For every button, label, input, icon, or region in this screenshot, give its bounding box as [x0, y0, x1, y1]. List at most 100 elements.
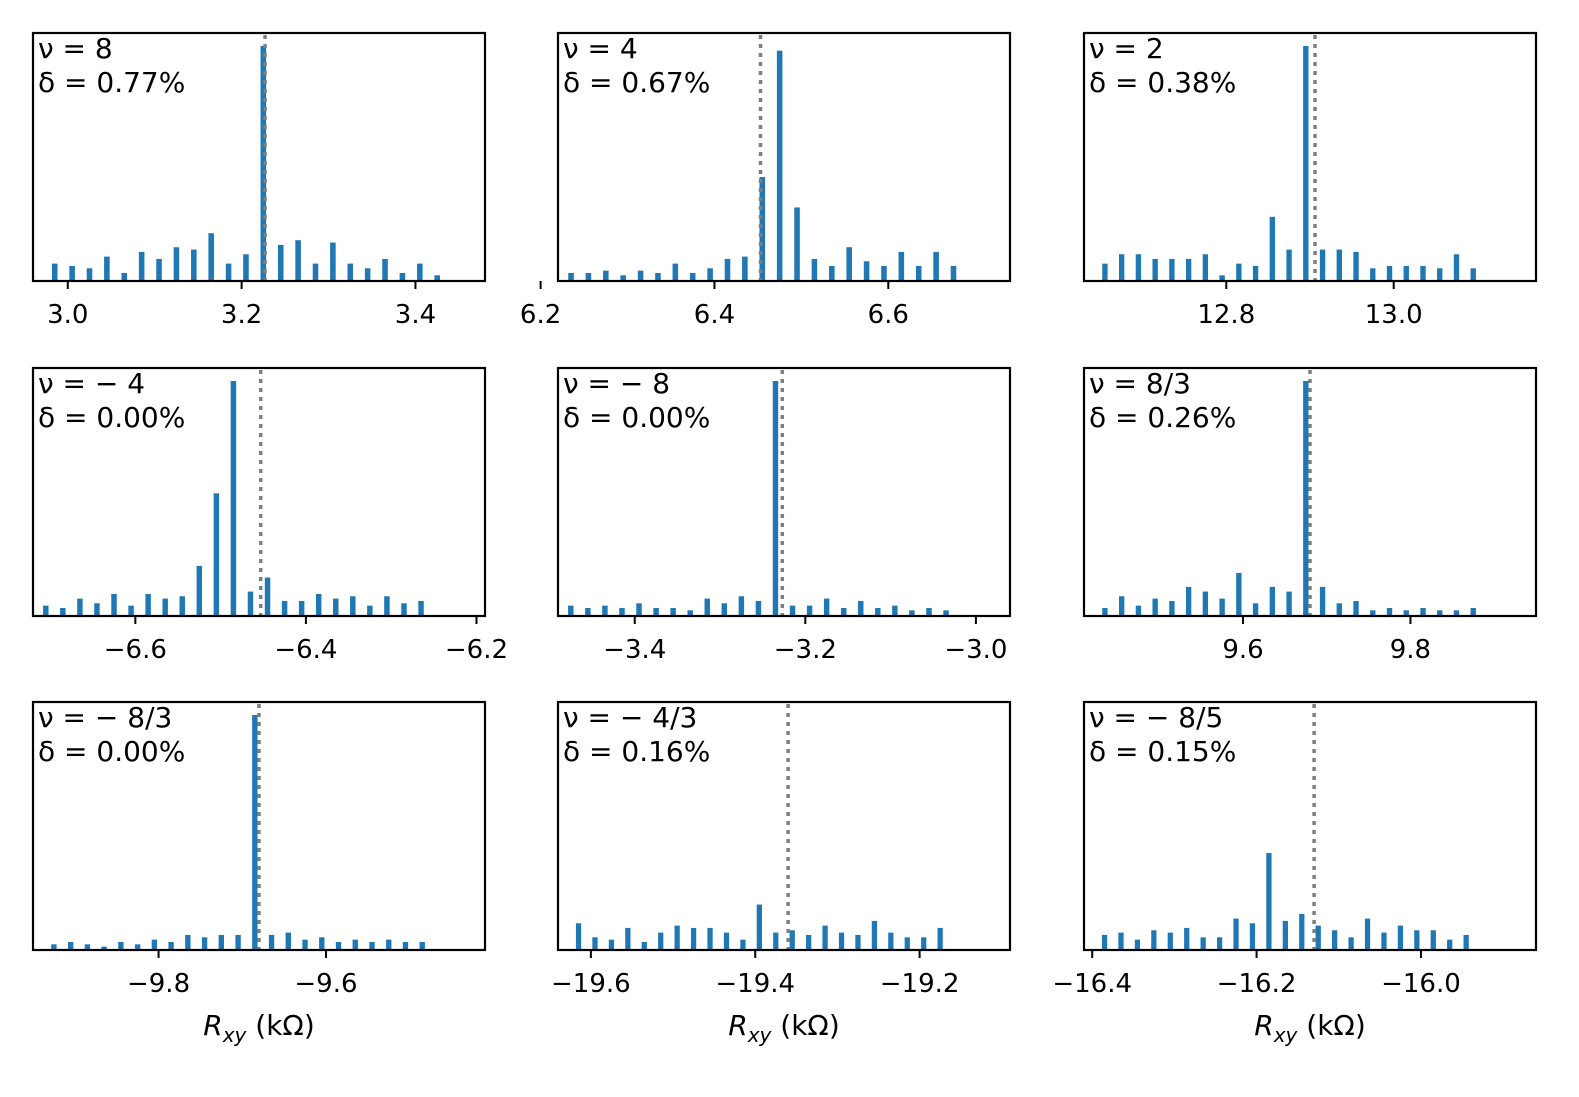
histogram-bar: [218, 934, 225, 949]
histogram-bar: [689, 272, 696, 280]
histogram-bar: [168, 941, 174, 949]
histogram-bar: [364, 268, 371, 280]
x-tick-label: 13.0: [1365, 300, 1423, 330]
histogram-bar: [225, 263, 232, 280]
histogram-bar: [369, 941, 375, 949]
histogram-bar: [1252, 603, 1259, 615]
histogram-bar: [724, 258, 731, 280]
x-tick-label: −6.6: [104, 635, 167, 665]
histogram-bar: [128, 605, 134, 615]
histogram-bar: [1470, 268, 1476, 280]
histogram-bar: [1269, 216, 1276, 280]
histogram-bar: [840, 607, 847, 615]
histogram-bar: [1315, 925, 1321, 949]
x-axis-label-subscript: xy: [222, 1023, 248, 1047]
histogram-bar: [1319, 586, 1326, 615]
histogram-bar: [858, 600, 864, 615]
histogram-bar: [134, 944, 141, 949]
x-tick-label: −19.4: [715, 969, 795, 999]
histogram-bar: [637, 270, 644, 280]
histogram-bar: [1303, 381, 1309, 615]
histogram-bar: [926, 607, 932, 615]
histogram-bar: [111, 593, 117, 615]
histogram-bar: [333, 598, 339, 615]
x-tick-label: −3.0: [944, 635, 1007, 665]
histogram-bar: [1134, 939, 1141, 949]
panel-5: −3.4 −3.2 −3.0 ν = − 8δ = 0.00%: [556, 366, 1012, 665]
x-axis-label-unit: (kΩ): [246, 1009, 314, 1042]
histogram-bar: [235, 934, 241, 949]
histogram-bar: [759, 177, 766, 280]
histogram-bar: [772, 381, 779, 615]
histogram-bar: [619, 607, 625, 615]
histogram-bar: [402, 941, 409, 949]
histogram-bar: [264, 577, 271, 615]
histogram-bar: [367, 605, 373, 615]
histogram-bar: [1185, 258, 1192, 280]
axes-frame: [1082, 366, 1538, 618]
histogram-bar: [1233, 918, 1239, 949]
histogram-bar: [60, 607, 66, 615]
histogram-bar: [674, 925, 680, 949]
x-tick-label: 6.4: [694, 300, 735, 330]
histogram-bar: [247, 591, 254, 615]
histogram-bar: [776, 50, 783, 281]
x-axis-label-subscript: xy: [747, 1023, 773, 1047]
delta-label: δ = 0.00%: [38, 735, 185, 768]
histogram-bar: [892, 605, 898, 615]
histogram-bar: [118, 941, 124, 949]
histogram-bar: [1118, 932, 1124, 949]
histogram-bar: [898, 251, 905, 280]
histogram-bar: [1364, 918, 1371, 949]
histogram-bar: [1135, 605, 1142, 615]
histogram-bar: [84, 944, 91, 949]
histogram-bar: [94, 603, 100, 615]
x-tick-label: 9.8: [1390, 635, 1431, 665]
histogram-bar: [1353, 600, 1359, 615]
histogram-bar: [1286, 591, 1292, 615]
histogram-bar: [277, 244, 284, 280]
histogram-bar: [173, 247, 180, 280]
histogram-bar: [822, 925, 828, 949]
histogram-bar: [846, 247, 852, 280]
histogram-bar: [1118, 254, 1125, 280]
histogram-bar: [1430, 930, 1436, 949]
x-tick-label: −3.2: [774, 635, 837, 665]
histogram-bar: [863, 261, 870, 280]
histogram-bar: [838, 932, 845, 949]
histogram-bar: [707, 927, 713, 949]
delta-label: δ = 0.16%: [563, 735, 710, 768]
histogram-bar: [1202, 254, 1209, 280]
x-tick-label: 6.6: [868, 300, 909, 330]
histogram-bar: [658, 932, 664, 949]
histogram-bar: [104, 256, 110, 280]
x-tick-label: 6.2: [520, 300, 561, 330]
histogram-bar: [417, 263, 423, 280]
panel-3: 12.8 13.0 ν = 2δ = 0.38%: [1082, 31, 1538, 330]
histogram-bar: [67, 941, 74, 949]
histogram-bar: [382, 258, 388, 280]
x-axis-label-symbol: R: [203, 1009, 222, 1042]
histogram-bar: [855, 934, 861, 949]
x-tick-label: −9.6: [294, 969, 357, 999]
histogram-bar: [1184, 927, 1190, 949]
histogram-bar: [1151, 930, 1157, 949]
histogram-bar: [568, 605, 574, 615]
histogram-bar: [319, 937, 325, 949]
x-axis-label-unit: (kΩ): [1297, 1009, 1365, 1042]
nu-label: ν = 4: [563, 32, 638, 65]
histogram-bar: [77, 598, 83, 615]
histogram-bar: [1453, 610, 1460, 615]
histogram-bar: [315, 593, 322, 615]
histogram-bar: [670, 607, 676, 615]
histogram-bar: [185, 934, 191, 949]
histogram-bar: [151, 939, 158, 949]
histogram-bar: [138, 251, 145, 280]
histogram-bar: [179, 596, 185, 615]
histogram-bar: [213, 493, 220, 615]
histogram-bar: [1118, 596, 1125, 615]
histogram-bar: [687, 610, 693, 615]
histogram-bar: [1219, 598, 1225, 615]
histogram-bar: [608, 939, 615, 949]
histogram-bar: [43, 605, 49, 615]
